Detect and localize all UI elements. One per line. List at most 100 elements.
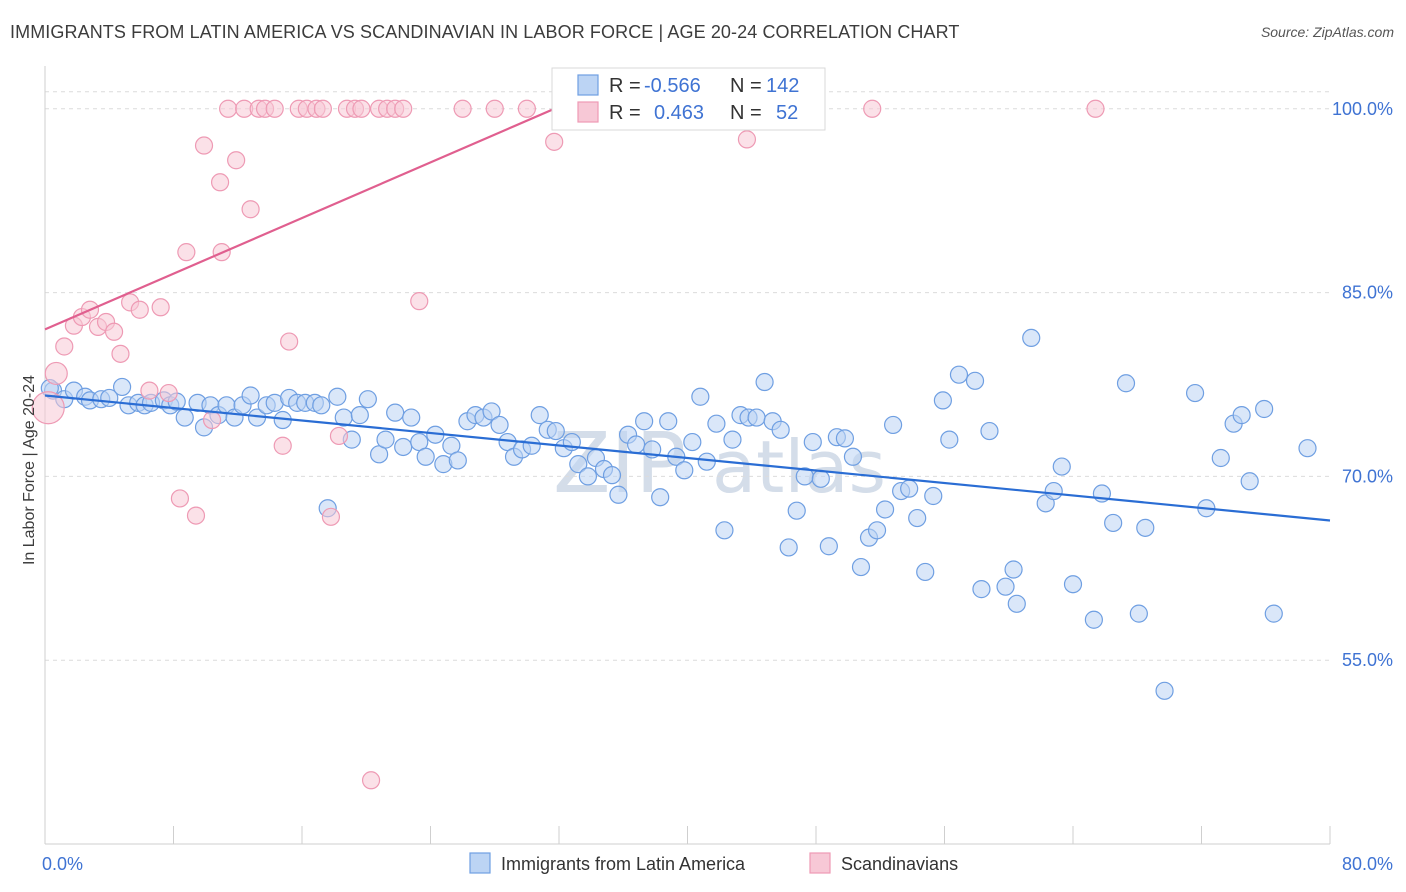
data-point — [715, 521, 734, 540]
data-point — [835, 429, 855, 448]
data-point — [940, 430, 959, 449]
data-point — [170, 489, 190, 508]
data-point — [159, 383, 178, 403]
data-point — [151, 298, 170, 317]
data-point — [111, 344, 130, 363]
data-point — [410, 292, 429, 311]
data-point — [1240, 472, 1259, 491]
data-point — [996, 577, 1015, 596]
stats-r-value-2: 0.463 — [654, 102, 704, 124]
series-latin-america — [40, 328, 1317, 700]
trend-line-latin-america — [44, 394, 1331, 522]
stats-r-value-1: -0.566 — [644, 75, 701, 97]
data-point — [280, 332, 299, 351]
data-point — [219, 99, 238, 118]
legend-item-latin-america[interactable]: Immigrants from Latin America — [469, 852, 746, 874]
data-point — [394, 437, 413, 457]
data-point — [675, 461, 694, 480]
stats-r-label-2: R = — [609, 102, 641, 124]
data-point — [448, 451, 467, 470]
stats-n-value-1: 142 — [766, 75, 799, 97]
data-point — [1104, 513, 1123, 533]
data-point — [683, 432, 702, 452]
stats-n-label-2: N = — [730, 102, 762, 124]
data-point — [900, 479, 919, 498]
data-point — [1232, 406, 1251, 425]
data-point — [1211, 448, 1230, 468]
data-point — [819, 537, 838, 556]
data-point — [771, 420, 790, 439]
data-point — [933, 391, 952, 410]
grid-lines — [45, 91, 1330, 661]
data-point — [755, 372, 774, 392]
stats-r-label-1: R = — [609, 75, 641, 97]
legend-swatch-pink — [809, 852, 831, 874]
data-point — [453, 99, 472, 118]
data-point — [265, 99, 284, 118]
x-tick-label: 0.0% — [42, 854, 83, 874]
y-axis-title: In Labor Force | Age 20-24 — [21, 375, 38, 565]
data-point — [609, 485, 628, 504]
y-tick-label: 85.0% — [1342, 283, 1393, 303]
stats-swatch-blue — [577, 74, 599, 96]
legend-item-scandinavians[interactable]: Scandinavians — [809, 852, 958, 874]
data-point — [1136, 518, 1155, 537]
data-point — [908, 508, 927, 528]
data-point — [546, 421, 565, 441]
data-point — [175, 408, 194, 427]
data-point — [329, 426, 349, 446]
data-point — [811, 469, 830, 488]
legend-label-scandinavians: Scandinavians — [841, 854, 958, 874]
data-point — [44, 361, 68, 386]
data-point — [104, 322, 124, 341]
data-point — [697, 452, 716, 471]
stats-box: R = -0.566 N = 142 R = 0.463 N = 52 — [551, 67, 826, 131]
data-point — [1155, 681, 1174, 700]
data-point — [863, 99, 882, 118]
legend: Immigrants from Latin America Scandinavi… — [469, 852, 958, 874]
data-point — [980, 421, 999, 441]
data-point — [313, 99, 332, 118]
data-point — [691, 387, 710, 406]
data-point — [517, 99, 536, 118]
data-point — [1022, 328, 1041, 348]
data-point — [1052, 457, 1071, 476]
data-point — [210, 173, 230, 192]
data-point — [227, 151, 246, 170]
data-point — [1063, 575, 1083, 594]
data-point — [1264, 604, 1283, 623]
data-point — [273, 436, 292, 455]
source-label: Source: ZipAtlas.com — [1260, 24, 1394, 40]
data-point — [361, 771, 381, 790]
data-point — [1086, 99, 1105, 118]
data-point — [1298, 439, 1317, 458]
data-point — [358, 390, 377, 409]
data-point — [965, 371, 985, 390]
data-point — [1129, 604, 1148, 623]
data-point — [851, 557, 871, 577]
data-point — [578, 467, 598, 486]
data-point — [747, 408, 766, 427]
data-point — [328, 387, 347, 406]
data-point — [972, 580, 991, 599]
x-tick-label: 80.0% — [1342, 854, 1393, 874]
data-point — [130, 300, 149, 319]
data-point — [321, 507, 341, 526]
data-points — [31, 99, 1317, 790]
stats-swatch-pink — [577, 101, 599, 123]
data-point — [635, 412, 654, 431]
data-point — [394, 99, 413, 118]
y-tick-label: 100.0% — [1332, 99, 1393, 119]
data-point — [737, 130, 757, 149]
data-point — [402, 408, 421, 427]
data-point — [352, 99, 371, 118]
data-point — [787, 501, 806, 520]
data-point — [602, 466, 622, 485]
data-point — [707, 414, 726, 433]
data-point — [545, 132, 564, 151]
data-point — [843, 447, 863, 466]
data-point — [186, 506, 206, 525]
data-point — [194, 136, 214, 155]
data-point — [416, 447, 435, 466]
legend-label-latin-america: Immigrants from Latin America — [501, 854, 746, 874]
